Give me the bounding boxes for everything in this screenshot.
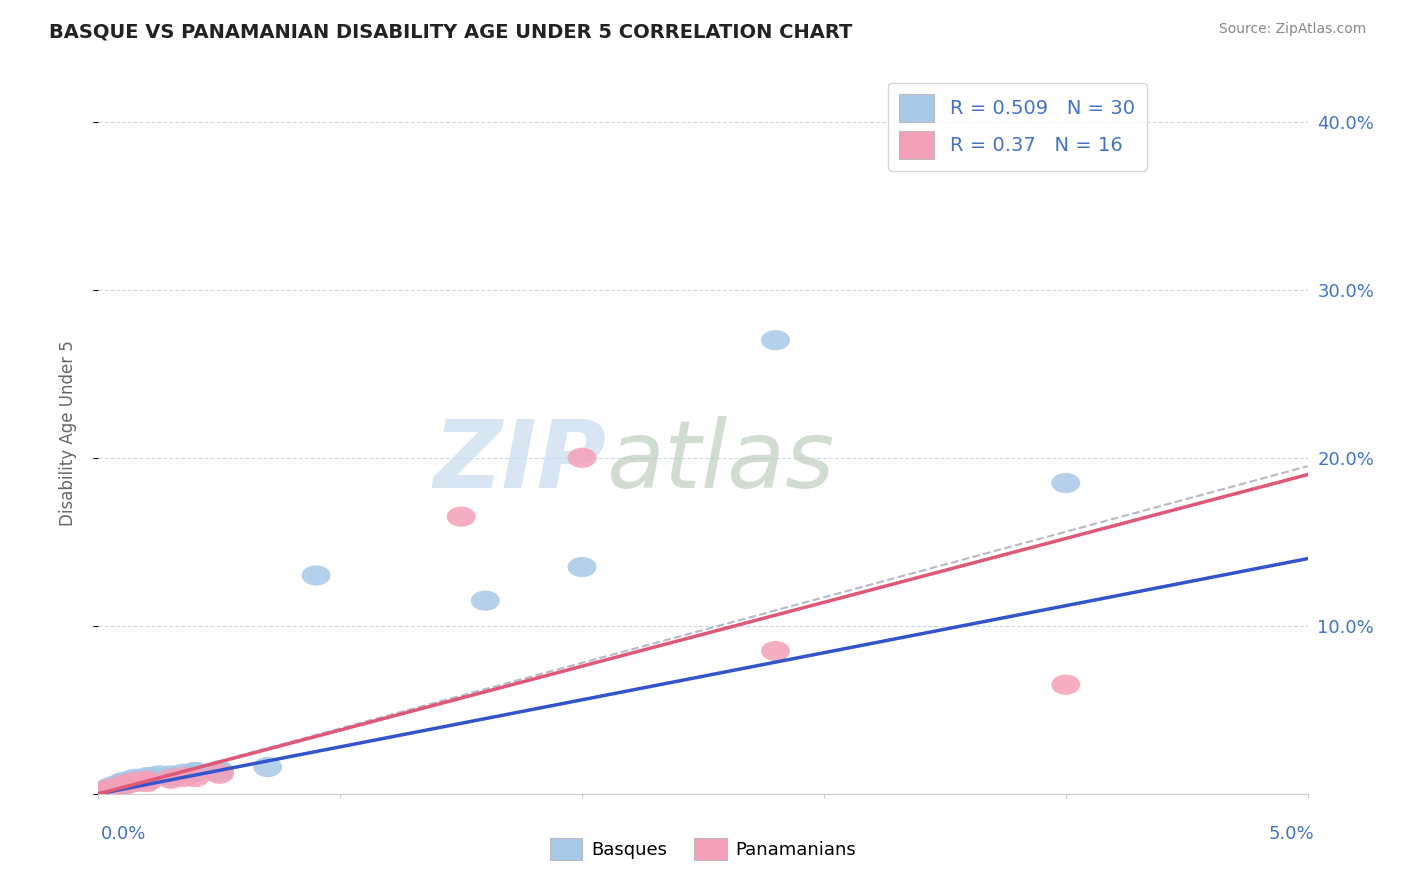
Ellipse shape xyxy=(447,507,475,526)
Ellipse shape xyxy=(108,773,138,794)
Ellipse shape xyxy=(132,771,162,790)
Ellipse shape xyxy=(1052,674,1080,695)
Ellipse shape xyxy=(180,767,209,787)
Ellipse shape xyxy=(301,566,330,585)
Text: 0.0%: 0.0% xyxy=(101,825,146,843)
Ellipse shape xyxy=(120,771,149,790)
Text: ZIP: ZIP xyxy=(433,416,606,508)
Ellipse shape xyxy=(96,777,125,797)
Text: Source: ZipAtlas.com: Source: ZipAtlas.com xyxy=(1219,22,1367,37)
Ellipse shape xyxy=(156,765,186,786)
Legend: Basques, Panamanians: Basques, Panamanians xyxy=(543,830,863,867)
Ellipse shape xyxy=(568,557,596,577)
Ellipse shape xyxy=(96,779,125,799)
Ellipse shape xyxy=(132,769,162,789)
Ellipse shape xyxy=(108,772,138,792)
Ellipse shape xyxy=(205,764,233,784)
Ellipse shape xyxy=(205,760,233,780)
Text: atlas: atlas xyxy=(606,416,835,507)
Ellipse shape xyxy=(94,779,122,799)
Ellipse shape xyxy=(108,775,138,796)
Ellipse shape xyxy=(1052,473,1080,493)
Text: 5.0%: 5.0% xyxy=(1270,825,1315,843)
Text: BASQUE VS PANAMANIAN DISABILITY AGE UNDER 5 CORRELATION CHART: BASQUE VS PANAMANIAN DISABILITY AGE UNDE… xyxy=(49,22,852,41)
Ellipse shape xyxy=(471,591,501,611)
Ellipse shape xyxy=(112,773,142,794)
Ellipse shape xyxy=(115,771,145,790)
Ellipse shape xyxy=(120,772,149,792)
Ellipse shape xyxy=(132,772,162,792)
Y-axis label: Disability Age Under 5: Disability Age Under 5 xyxy=(59,340,77,525)
Ellipse shape xyxy=(568,448,596,468)
Ellipse shape xyxy=(205,762,233,782)
Ellipse shape xyxy=(180,762,209,782)
Ellipse shape xyxy=(180,762,209,782)
Ellipse shape xyxy=(91,780,120,801)
Ellipse shape xyxy=(120,769,149,789)
Legend: R = 0.509   N = 30, R = 0.37   N = 16: R = 0.509 N = 30, R = 0.37 N = 16 xyxy=(887,83,1147,170)
Ellipse shape xyxy=(169,767,198,787)
Ellipse shape xyxy=(112,772,142,792)
Ellipse shape xyxy=(89,780,118,801)
Ellipse shape xyxy=(253,757,283,777)
Ellipse shape xyxy=(98,777,128,797)
Ellipse shape xyxy=(169,764,198,784)
Ellipse shape xyxy=(105,773,135,794)
Ellipse shape xyxy=(145,765,173,786)
Ellipse shape xyxy=(761,330,790,351)
Ellipse shape xyxy=(103,777,132,797)
Ellipse shape xyxy=(761,641,790,661)
Ellipse shape xyxy=(156,769,186,789)
Ellipse shape xyxy=(101,775,129,796)
Ellipse shape xyxy=(156,767,186,787)
Ellipse shape xyxy=(132,767,162,787)
Ellipse shape xyxy=(138,767,166,787)
Ellipse shape xyxy=(103,775,132,796)
